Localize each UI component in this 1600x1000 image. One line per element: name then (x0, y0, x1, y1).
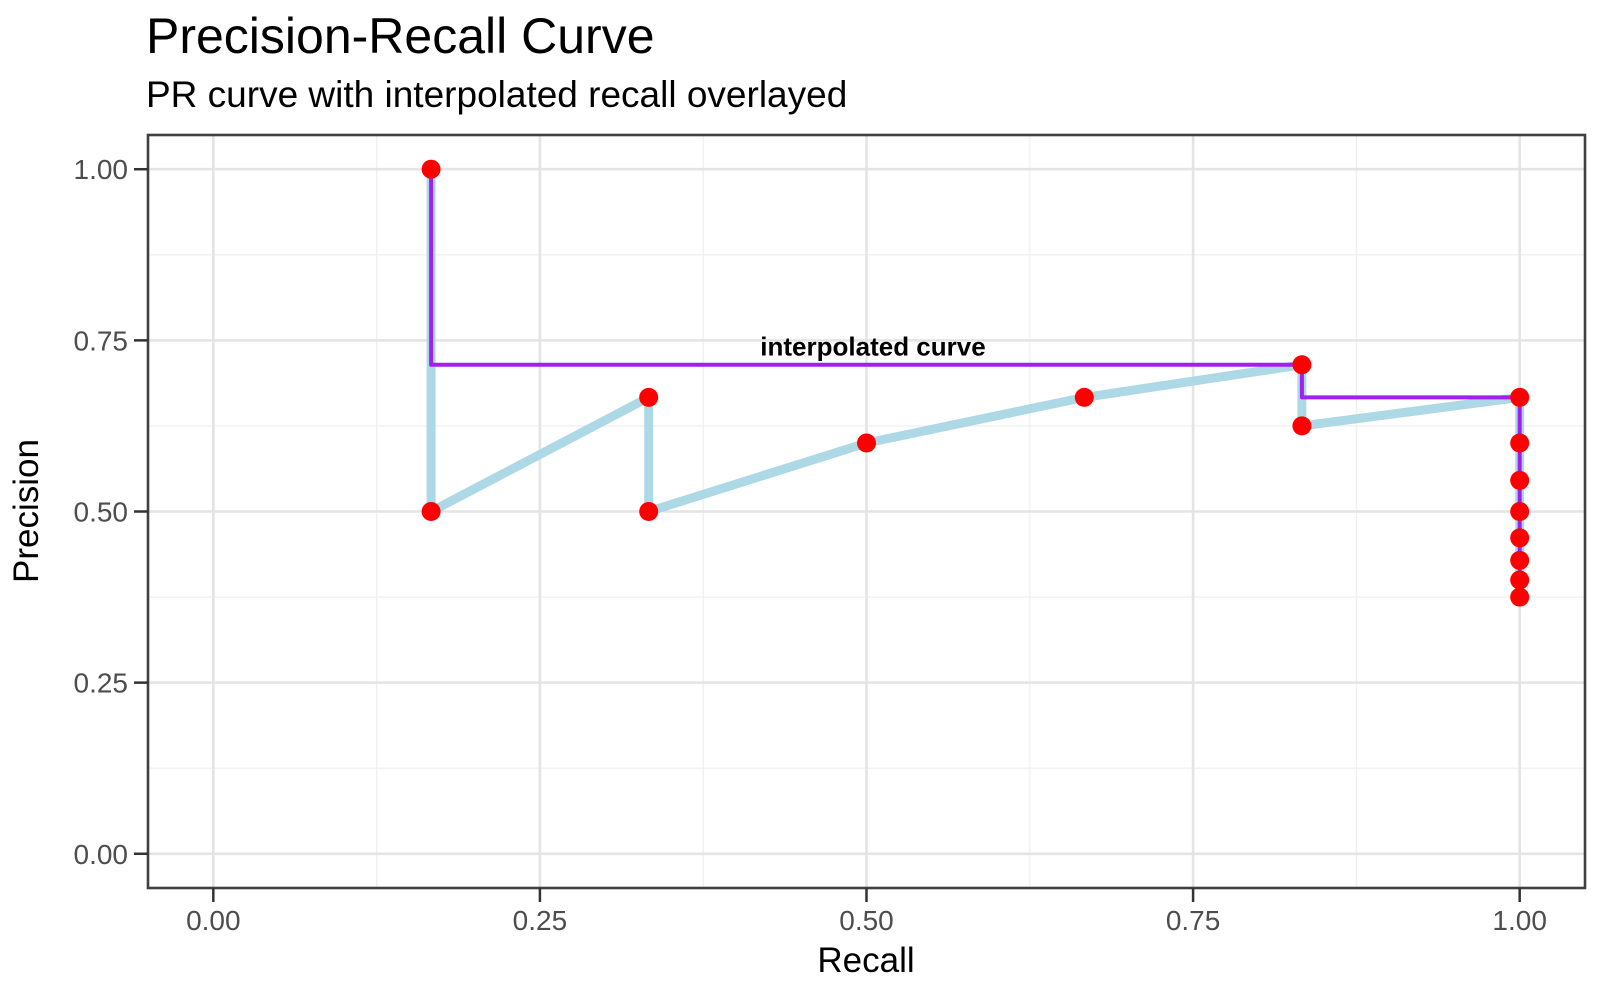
pr-point (1292, 416, 1312, 436)
pr-point (1074, 387, 1094, 407)
x-tick-label: 0.50 (839, 905, 894, 936)
y-tick-label: 0.25 (74, 668, 129, 699)
grid-major-lines (148, 135, 1585, 888)
pr-point (857, 433, 876, 453)
pr-point (1510, 387, 1530, 407)
pr-point (1510, 550, 1530, 570)
y-tick-label: 0.00 (74, 839, 129, 870)
pr-point (421, 502, 441, 521)
chart-subtitle: PR curve with interpolated recall overla… (146, 74, 847, 115)
pr-point (421, 159, 441, 179)
x-tick-label: 0.75 (1166, 905, 1221, 936)
x-axis-title: Recall (817, 941, 914, 980)
series-layer (426, 164, 1525, 602)
pr-point (1292, 355, 1312, 375)
annotation-layer: interpolated curve (760, 332, 985, 362)
y-tick-label: 0.50 (74, 497, 129, 528)
marker-layer (421, 159, 1530, 607)
y-tick-label: 1.00 (74, 154, 129, 185)
pr-point (1510, 502, 1530, 521)
x-tick-label: 0.00 (186, 905, 241, 936)
pr-point (639, 502, 659, 521)
axis-tick-labels: 0.00 0.25 0.50 0.75 1.00 0.00 0.25 0.50 0.75 1.00 (74, 154, 1547, 936)
pr-point (1510, 433, 1530, 453)
pr-point (1510, 528, 1530, 548)
pr-point (1510, 587, 1530, 607)
pr-point (1510, 470, 1530, 490)
x-tick-label: 0.25 (513, 905, 568, 936)
pr-point (1510, 570, 1530, 590)
y-axis-title: Precision (7, 439, 46, 583)
pr-point (639, 387, 659, 407)
x-tick-label: 1.00 (1492, 905, 1547, 936)
axis-tick-marks (134, 167, 1521, 902)
chart-title: Precision-Recall Curve (146, 8, 655, 64)
series-line-interpolated-curve (429, 169, 1522, 598)
annotation-interpolated-curve: interpolated curve (760, 332, 985, 362)
y-tick-label: 0.75 (74, 325, 129, 356)
